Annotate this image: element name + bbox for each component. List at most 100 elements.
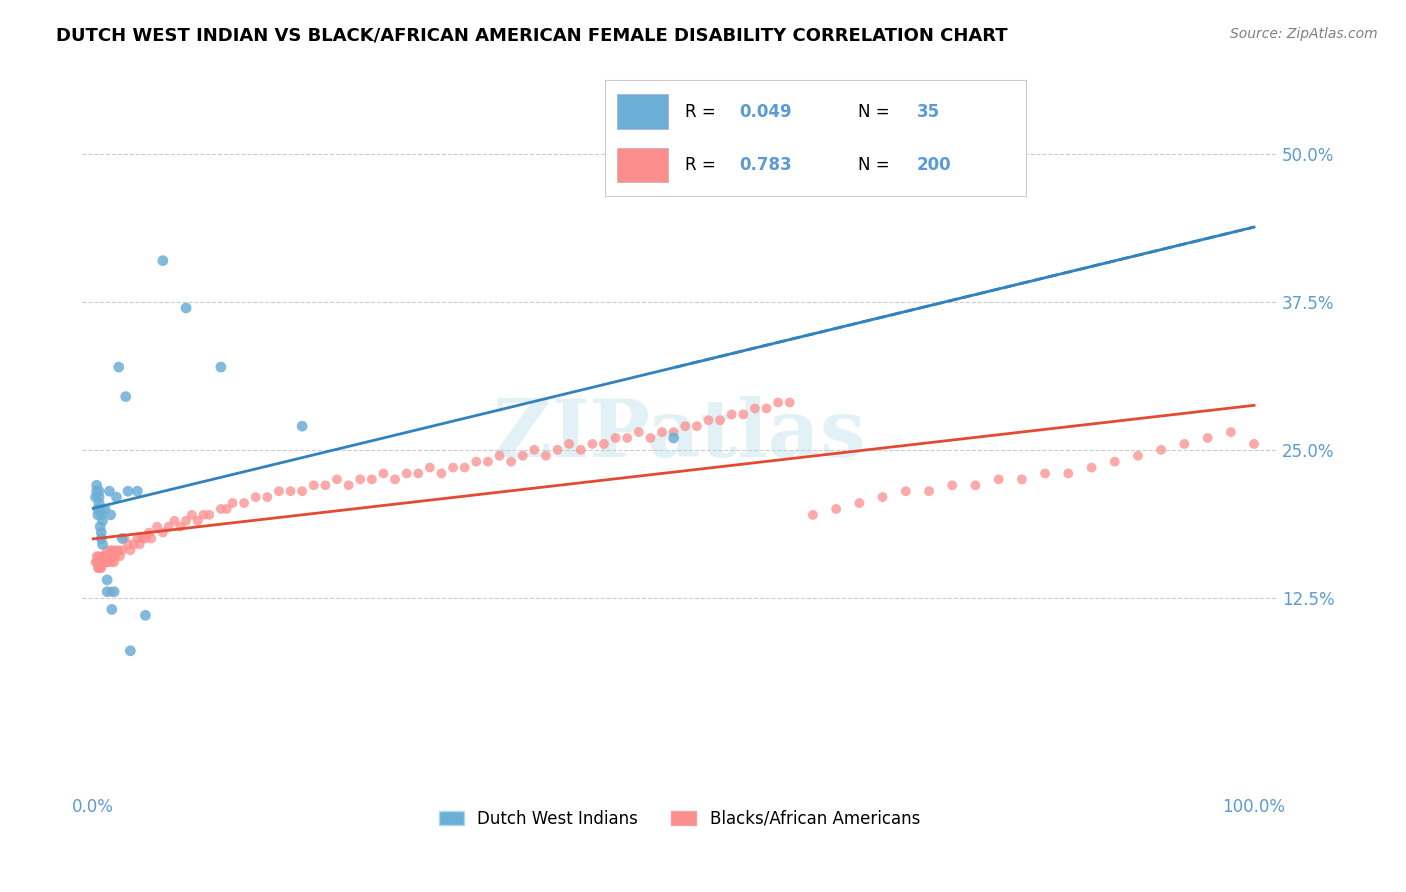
Point — [198, 508, 221, 522]
Point — [349, 472, 371, 486]
Point — [163, 514, 186, 528]
Point — [117, 484, 139, 499]
Point — [105, 490, 128, 504]
Point — [256, 490, 278, 504]
Point — [111, 543, 134, 558]
Point — [651, 425, 673, 439]
Point — [662, 431, 685, 445]
Point — [111, 532, 134, 546]
Point — [169, 519, 191, 533]
Point — [97, 555, 120, 569]
Point — [117, 537, 139, 551]
Point — [91, 537, 114, 551]
Point — [91, 555, 114, 569]
Point — [91, 555, 114, 569]
Point — [87, 508, 110, 522]
Point — [94, 502, 117, 516]
Point — [616, 431, 638, 445]
Text: Source: ZipAtlas.com: Source: ZipAtlas.com — [1230, 27, 1378, 41]
Point — [157, 519, 180, 533]
Point — [395, 467, 418, 481]
Point — [848, 496, 870, 510]
Point — [174, 301, 197, 315]
Point — [987, 472, 1010, 486]
Point — [90, 508, 112, 522]
Point — [87, 490, 110, 504]
Point — [91, 549, 114, 564]
Point — [105, 543, 128, 558]
Point — [86, 555, 108, 569]
Point — [103, 555, 125, 569]
Point — [87, 561, 110, 575]
Point — [90, 525, 112, 540]
Point — [697, 413, 720, 427]
Point — [96, 543, 118, 558]
Point — [87, 549, 110, 564]
Point — [141, 532, 163, 546]
Point — [267, 484, 290, 499]
Point — [1126, 449, 1149, 463]
Point — [120, 543, 142, 558]
Point — [233, 496, 256, 510]
Point — [640, 431, 662, 445]
Point — [89, 519, 111, 533]
FancyBboxPatch shape — [617, 95, 668, 129]
Point — [86, 484, 108, 499]
Point — [94, 555, 117, 569]
Point — [127, 532, 149, 546]
Point — [131, 532, 153, 546]
Point — [894, 484, 917, 499]
Point — [89, 561, 111, 575]
Point — [101, 543, 124, 558]
Point — [569, 442, 592, 457]
Text: R =: R = — [685, 103, 721, 120]
Point — [100, 543, 122, 558]
Point — [755, 401, 778, 416]
Point — [87, 502, 110, 516]
Point — [360, 472, 382, 486]
Point — [93, 549, 115, 564]
Point — [593, 437, 616, 451]
Point — [127, 484, 149, 499]
Point — [90, 532, 112, 546]
Point — [209, 360, 232, 375]
Point — [103, 584, 125, 599]
Point — [134, 608, 156, 623]
Point — [221, 496, 243, 510]
Point — [187, 514, 209, 528]
Point — [94, 549, 117, 564]
Text: R =: R = — [685, 156, 721, 174]
Text: 0.049: 0.049 — [740, 103, 792, 120]
Point — [512, 449, 534, 463]
Point — [98, 484, 121, 499]
Point — [96, 555, 118, 569]
Point — [146, 519, 169, 533]
Text: 200: 200 — [917, 156, 952, 174]
Point — [1080, 460, 1102, 475]
Point — [86, 549, 108, 564]
Point — [89, 555, 111, 569]
Point — [86, 478, 108, 492]
Point — [193, 508, 215, 522]
Point — [96, 584, 118, 599]
Point — [107, 543, 129, 558]
Point — [733, 408, 755, 422]
Point — [84, 490, 107, 504]
Point — [1011, 472, 1033, 486]
Point — [90, 561, 112, 575]
Point — [291, 419, 314, 434]
Point — [87, 555, 110, 569]
Point — [84, 555, 107, 569]
Point — [97, 549, 120, 564]
Point — [453, 460, 475, 475]
Point — [108, 549, 131, 564]
Point — [419, 460, 441, 475]
Point — [720, 408, 742, 422]
Text: N =: N = — [858, 156, 894, 174]
Point — [686, 419, 709, 434]
Point — [291, 484, 314, 499]
Point — [91, 514, 114, 528]
Point — [215, 502, 238, 516]
Point — [558, 437, 581, 451]
Text: N =: N = — [858, 103, 894, 120]
